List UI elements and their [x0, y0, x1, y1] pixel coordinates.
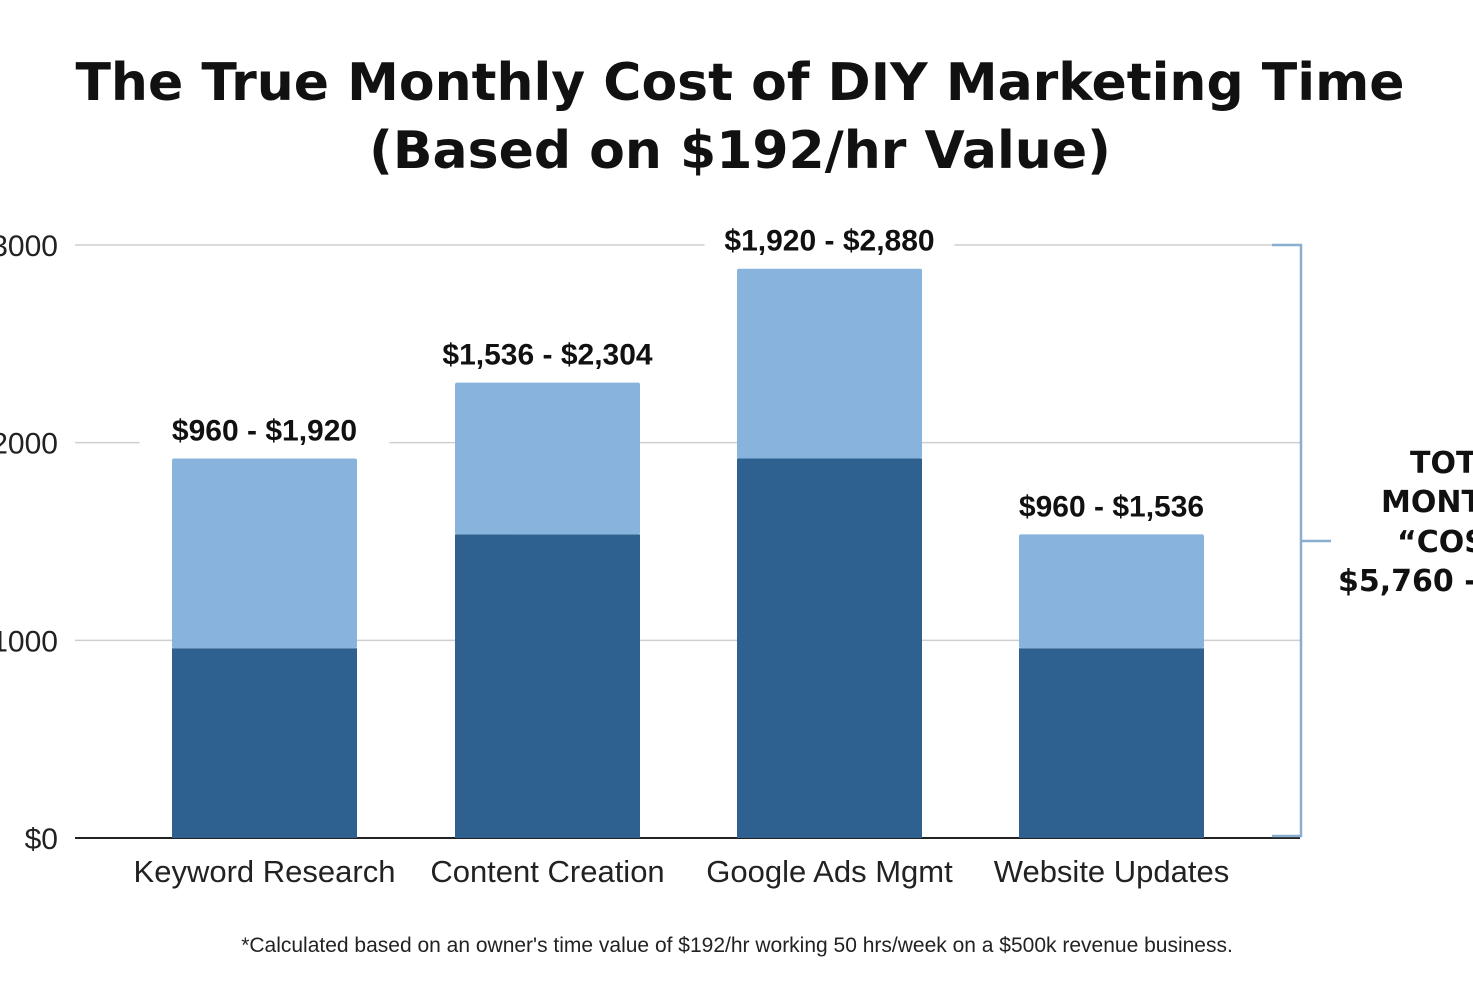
bar-segment	[455, 534, 640, 838]
y-tick-label: $2000	[0, 428, 58, 461]
footnote: *Calculated based on an owner's time val…	[241, 934, 1233, 957]
chart-title-line-1: The True Monthly Cost of DIY Marketing T…	[75, 53, 1404, 113]
data-label: $1,536 - $2,304	[442, 339, 652, 372]
bar-segment	[172, 458, 357, 649]
bar-segment	[1019, 648, 1204, 838]
total-annotation-line: TOT	[1410, 446, 1473, 481]
data-label-bg	[139, 410, 390, 451]
data-label-bg	[704, 220, 955, 261]
data-labels: $960 - $1,920 $1,536 - $2,304 $1,920 - $2,…	[139, 220, 1237, 527]
bar-segment	[455, 382, 640, 535]
bar-segment	[737, 458, 922, 838]
total-annotation-line: MONT	[1381, 485, 1473, 520]
x-axis: Keyword Research Content Creation Google A…	[134, 854, 1230, 889]
x-tick-label: Google Ads Mgmt	[706, 854, 953, 889]
y-tick-label: $0	[25, 823, 58, 856]
bar-segment	[172, 648, 357, 838]
bars	[172, 268, 1204, 838]
y-tick-label: $1000	[0, 625, 58, 658]
total-annotation: TOT MONT “COS $5,760 -	[1338, 446, 1473, 599]
data-label-bg	[422, 334, 673, 375]
bar-segment	[1019, 534, 1204, 649]
bracket-line	[1272, 243, 1303, 838]
data-label: $960 - $1,920	[172, 414, 357, 447]
data-label-bg	[986, 486, 1237, 527]
total-annotation-line: $5,760 -	[1338, 564, 1473, 599]
total-annotation-line: “COS	[1397, 525, 1473, 560]
total-bracket	[1272, 243, 1331, 838]
bar-segment	[737, 268, 922, 459]
x-tick-label: Content Creation	[430, 854, 664, 889]
data-label: $1,920 - $2,880	[724, 225, 934, 258]
chart-title-line-2: (Based on $192/hr Value)	[369, 121, 1111, 181]
y-tick-label: $3000	[0, 230, 58, 263]
data-label: $960 - $1,536	[1019, 490, 1204, 523]
y-axis: $0 $1000 $2000 $3000	[0, 230, 1300, 856]
x-tick-label: Website Updates	[994, 854, 1230, 889]
x-tick-label: Keyword Research	[134, 854, 396, 889]
